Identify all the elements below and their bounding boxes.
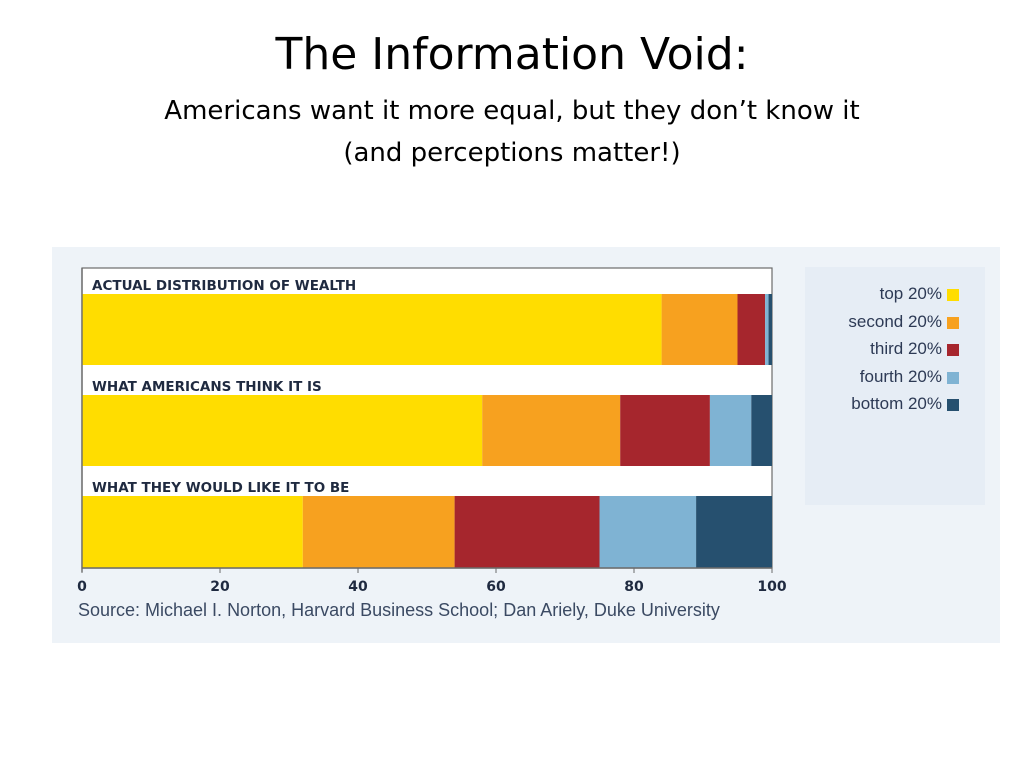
subtitle-line-2: (and perceptions matter!) bbox=[343, 138, 681, 168]
legend-label: third 20% bbox=[870, 339, 942, 358]
x-tick-label: 100 bbox=[757, 579, 786, 595]
legend-swatch bbox=[947, 371, 959, 384]
bar-segment bbox=[454, 496, 600, 568]
bar-segment bbox=[82, 496, 303, 568]
slide-subtitle: Americans want it more equal, but they d… bbox=[0, 90, 1024, 174]
bar-segment bbox=[696, 496, 772, 568]
bar-segment bbox=[620, 395, 710, 466]
bar-segment bbox=[661, 294, 738, 365]
legend-swatch bbox=[947, 399, 959, 411]
x-tick-label: 60 bbox=[486, 579, 506, 595]
legend-label: second 20% bbox=[848, 311, 942, 331]
legend-label: top 20% bbox=[879, 284, 942, 303]
bar-segment bbox=[82, 294, 662, 365]
bar-segment bbox=[751, 395, 772, 466]
category-label: WHAT THEY WOULD LIKE IT TO BE bbox=[92, 480, 349, 496]
legend bbox=[805, 267, 985, 505]
bar-segment bbox=[737, 294, 766, 365]
legend-label: bottom 20% bbox=[851, 394, 942, 413]
bar-segment bbox=[765, 294, 769, 365]
slide-title: The Information Void: bbox=[275, 29, 749, 80]
legend-label: fourth 20% bbox=[859, 366, 942, 386]
x-tick-label: 80 bbox=[624, 579, 644, 595]
x-tick-label: 40 bbox=[348, 579, 368, 595]
source-note: Source: Michael I. Norton, Harvard Busin… bbox=[78, 600, 720, 620]
bar-segment bbox=[482, 395, 621, 466]
legend-swatch bbox=[947, 289, 959, 301]
subtitle-line-1: Americans want it more equal, but they d… bbox=[164, 96, 860, 126]
x-tick-label: 0 bbox=[77, 579, 87, 595]
bar-segment bbox=[709, 395, 752, 466]
category-label: WHAT AMERICANS THINK IT IS bbox=[92, 379, 322, 395]
bar-segment bbox=[82, 395, 483, 466]
legend-swatch bbox=[947, 344, 959, 356]
category-label: ACTUAL DISTRIBUTION OF WEALTH bbox=[92, 278, 356, 294]
bar-segment bbox=[768, 294, 772, 365]
legend-swatch bbox=[947, 316, 959, 329]
x-tick-label: 20 bbox=[210, 579, 230, 595]
bar-segment bbox=[599, 496, 697, 568]
bar-segment bbox=[302, 496, 455, 568]
